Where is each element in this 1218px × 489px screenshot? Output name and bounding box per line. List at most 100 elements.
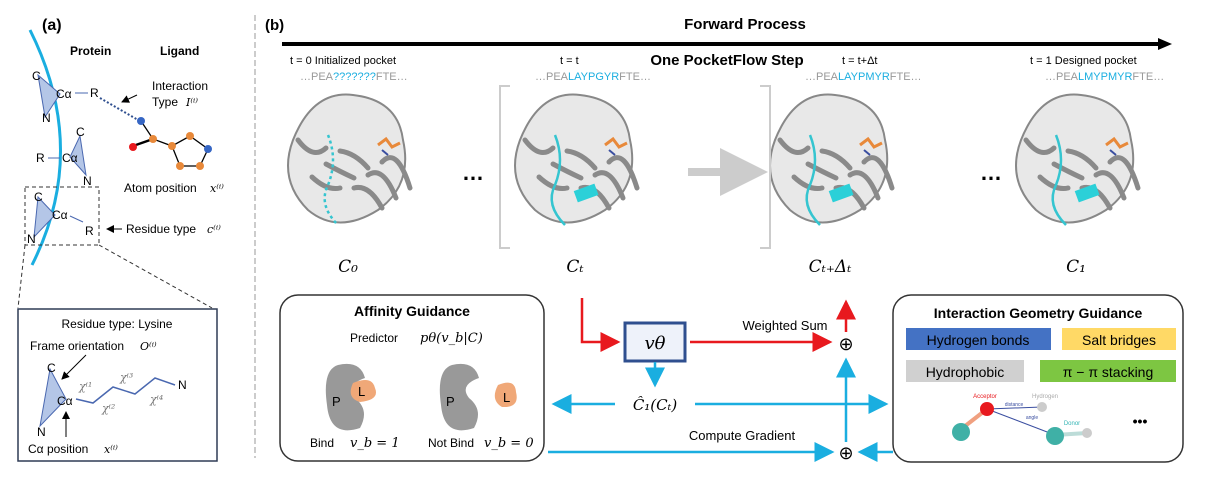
one-step-title: One PocketFlow Step xyxy=(650,52,803,69)
atom-position-label: Atom position xyxy=(124,181,197,195)
sequence-seq-post: FTE… xyxy=(619,71,651,83)
state-sequence: …PEALAYPGYRFTE… xyxy=(535,71,651,83)
atom-ca: Cα xyxy=(56,87,72,101)
residue-frame-3 xyxy=(33,195,56,239)
hbond-illustration: Acceptor Hydrogen Donor distance angle xyxy=(952,394,1092,445)
protein-shape-bind xyxy=(325,363,365,431)
side-chain xyxy=(75,377,176,404)
ligand-shape-bind xyxy=(350,379,376,402)
tag-hydrophobic xyxy=(906,360,1024,382)
sequence-seq-pre: …PEA xyxy=(805,71,839,83)
bind-symbol: v_b = 1 xyxy=(350,436,400,451)
weighted-sum-label: Weighted Sum xyxy=(742,318,827,333)
state-symbol: Cₜ₊Δₜ xyxy=(809,257,852,277)
pocket-state-0: t = 0 Initialized pocket …PEA???????FTE… C… xyxy=(287,55,413,277)
ligand-shape-notbind xyxy=(494,382,517,408)
ligand-l-label: L xyxy=(358,384,365,399)
zoom-region xyxy=(24,186,100,246)
forward-process-title: Forward Process xyxy=(684,16,806,33)
pocket-state-3: t = 1 Designed pocket …PEALMYPMYRFTE… C₁ xyxy=(1015,55,1164,277)
atom-n: N xyxy=(42,111,51,125)
state-time-label: t = t+Δt xyxy=(842,55,877,67)
ca-position-label: Cα position xyxy=(28,442,88,456)
sequence-seq-pre: …PEA xyxy=(535,71,569,83)
tag-pi-stacking xyxy=(1040,360,1176,382)
sequence-seq-pre: …PEA xyxy=(1045,71,1079,83)
atom-position-symbol: x⁽ⁱ⁾ xyxy=(210,182,224,195)
panel-b: (b) Forward Process One PocketFlow Step … xyxy=(265,16,1184,463)
atom-r: R xyxy=(36,151,45,165)
interaction-guidance-box: Interaction Geometry Guidance Hydrogen b… xyxy=(892,294,1184,463)
chi-1: χⁱ¹ xyxy=(78,380,92,393)
protein-structure xyxy=(287,93,413,226)
tag-salt-bridges-label: Salt bridges xyxy=(1082,332,1156,348)
acceptor-label: Acceptor xyxy=(973,394,997,400)
panel-a: (a) Protein Ligand C N Cα R Interaction … xyxy=(17,17,224,462)
state-time-label: t = 0 Initialized pocket xyxy=(290,55,396,67)
atom-c: C xyxy=(32,69,41,83)
sequence-seq-pre: …PEA xyxy=(300,71,334,83)
tag-hydrophobic-label: Hydrophobic xyxy=(926,364,1005,380)
c-hat-label: Ĉ₁(Cₜ) xyxy=(633,396,678,414)
interaction-type-label-2: Type xyxy=(152,95,178,109)
protein-structure xyxy=(514,93,640,226)
atom-n: N xyxy=(37,425,46,439)
state-sequence: …PEALAYPMYRFTE… xyxy=(805,71,922,83)
panel-a-label: (a) xyxy=(42,17,62,34)
velocity-network-box xyxy=(623,321,687,363)
protein-structure xyxy=(1015,93,1141,226)
residue-frame-1 xyxy=(37,73,61,119)
interaction-symbol: I⁽ⁱ⁾ xyxy=(185,96,198,109)
chi-4: χⁱ⁴ xyxy=(149,393,163,406)
sequence-seq-mid: LMYPMYR xyxy=(1078,71,1132,83)
sum-node-bottom: ⊕ xyxy=(838,443,853,463)
atom-c: C xyxy=(76,125,85,139)
state-symbol: C₁ xyxy=(1066,257,1086,277)
chi-2: χⁱ² xyxy=(101,402,115,415)
atom-ca: Cα xyxy=(52,208,68,222)
residue-frame-2 xyxy=(69,134,87,177)
not-bind-label: Not Bind xyxy=(428,436,474,450)
panel-b-label: (b) xyxy=(265,17,284,34)
interaction-dashed xyxy=(99,97,139,121)
atom-n-terminal: N xyxy=(178,378,187,392)
pocket-state-2: t = t+Δt …PEALAYPMYRFTE… Cₜ₊Δₜ xyxy=(769,55,922,277)
not-bind-symbol: v_b = 0 xyxy=(484,436,534,451)
sequence-seq-mid: LAYPGYR xyxy=(568,71,619,83)
ellipsis: … xyxy=(980,160,1002,185)
state-time-label: t = 1 Designed pocket xyxy=(1030,55,1137,67)
tag-pi-stacking-label: π − π stacking xyxy=(1063,364,1154,380)
red-input-arrow xyxy=(580,298,621,352)
sum-node-top: ⊕ xyxy=(838,334,853,354)
sequence-seq-mid: LAYPMYR xyxy=(838,71,890,83)
more-ellipsis: ••• xyxy=(1133,413,1148,429)
affinity-title: Affinity Guidance xyxy=(354,303,470,319)
residue-type-label: Residue type xyxy=(126,222,196,236)
protein-p-label: P xyxy=(446,394,455,409)
tag-hydrogen-bonds-label: Hydrogen bonds xyxy=(927,332,1030,348)
sequence-seq-post: FTE… xyxy=(1132,71,1164,83)
residue-type-symbol: c⁽ⁱ⁾ xyxy=(207,223,221,236)
sequence-seq-mid: ??????? xyxy=(333,71,376,83)
distance-label: distance xyxy=(1005,402,1024,408)
ellipsis: … xyxy=(462,160,484,185)
angle-label: angle xyxy=(1026,415,1038,421)
atom-r: R xyxy=(90,86,99,100)
ca-position-symbol: x⁽ⁱ⁾ xyxy=(104,443,118,456)
predictor-label: Predictor xyxy=(350,331,398,345)
tag-hydrogen-bonds xyxy=(906,328,1051,350)
ligand-molecule xyxy=(129,117,212,170)
state-symbol: Cₜ xyxy=(566,257,584,277)
protein-shape-notbind xyxy=(439,363,479,431)
backbone-curve xyxy=(28,29,62,266)
frame-orientation-symbol: O⁽ⁱ⁾ xyxy=(140,340,157,353)
compute-gradient-label: Compute Gradient xyxy=(689,428,796,443)
step-bracket-left xyxy=(499,85,510,249)
state-sequence: …PEALMYPMYRFTE… xyxy=(1045,71,1164,83)
frame-orientation-label: Frame orientation xyxy=(30,339,124,353)
ligand-l-label: L xyxy=(503,390,510,405)
protein-structure xyxy=(769,93,895,226)
state-sequence: …PEA???????FTE… xyxy=(300,71,408,83)
